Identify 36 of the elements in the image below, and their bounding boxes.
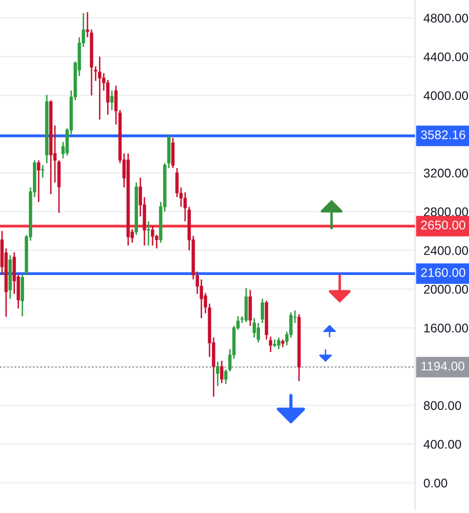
candlestick <box>114 85 118 126</box>
candlestick <box>146 220 150 246</box>
y-tick-label: 4800.00 <box>424 14 468 23</box>
y-tick-label: 2400.00 <box>424 246 468 256</box>
candlestick <box>98 56 102 120</box>
y-tick-label: 2800.00 <box>424 207 468 216</box>
candlestick <box>220 360 224 384</box>
candlestick <box>171 137 175 169</box>
candlestick <box>268 336 272 353</box>
candlestick <box>110 90 114 111</box>
candlestick <box>175 167 179 198</box>
y-tick-label: 1600.00 <box>424 324 468 332</box>
ref-line-label: 3582.16 <box>421 130 466 140</box>
y-tick-label: 3200.00 <box>424 168 468 178</box>
candlestick <box>248 289 252 327</box>
candlestick <box>86 11 90 38</box>
y-tick-label: 4400.00 <box>424 52 468 62</box>
y-tick-label: 0.00 <box>424 478 448 488</box>
candlestick <box>252 317 256 338</box>
ref-line-label: 2160.00 <box>421 268 466 277</box>
candlestick <box>244 287 248 323</box>
candlestick <box>20 274 24 317</box>
candlestick <box>277 336 280 350</box>
candlestick <box>37 160 40 203</box>
y-tick-label: 800.00 <box>424 401 462 410</box>
candlestick <box>216 361 220 387</box>
y-tick-label: 2000.00 <box>424 284 468 294</box>
candlestick <box>41 164 44 178</box>
candlestick <box>256 322 260 344</box>
candlestick <box>289 312 293 338</box>
candlestick <box>260 298 264 324</box>
y-tick-label: 400.00 <box>424 440 462 449</box>
ref-line-label: 1194.00 <box>422 362 464 371</box>
candlestick <box>150 225 154 246</box>
ref-line-label: 2650.00 <box>421 220 466 230</box>
y-tick-label: 4000.00 <box>424 91 468 100</box>
